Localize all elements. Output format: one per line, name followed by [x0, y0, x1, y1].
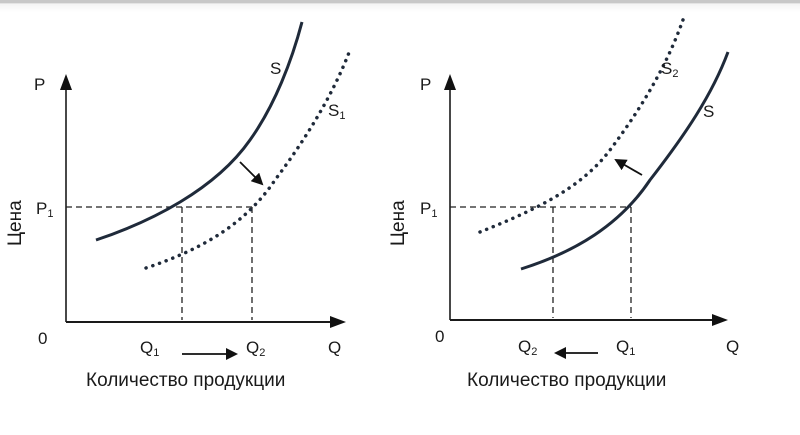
left-q2-label: Q2	[246, 338, 265, 359]
right-q1-label: Q1	[616, 337, 635, 358]
left-y-axis-arrow-icon	[60, 74, 72, 90]
right-p1-label: P1	[420, 199, 437, 220]
left-chart: P P1 Цена 0 Q1 Q2 Q S S1 Количество прод…	[5, 21, 352, 391]
left-q-label: Q	[328, 338, 341, 357]
right-q-label: Q	[726, 337, 739, 356]
right-y-label: Цена	[388, 200, 409, 246]
left-curve-s	[95, 21, 304, 242]
left-y-label: Цена	[5, 200, 26, 246]
right-origin-label: 0	[435, 327, 444, 346]
right-p-label: P	[420, 75, 431, 94]
right-curve-s	[520, 51, 730, 271]
right-q2-label: Q2	[518, 337, 537, 358]
right-s-label: S	[703, 102, 714, 121]
right-curve-s2	[478, 12, 687, 234]
left-s1-label: S1	[328, 101, 345, 122]
top-shade	[0, 4, 800, 12]
left-q1-label: Q1	[140, 338, 159, 359]
left-origin-label: 0	[38, 329, 47, 348]
left-p1-label: P1	[36, 199, 53, 220]
right-x-label: Количество продукции	[467, 370, 666, 391]
right-shift-arrow-icon	[614, 159, 643, 176]
right-chart: P P1 Цена 0 Q2 Q1 Q S S2 Количество прод…	[388, 12, 739, 391]
left-curve-s1	[144, 48, 352, 270]
left-x-label: Количество продукции	[86, 370, 285, 391]
left-s-label: S	[270, 59, 281, 78]
right-y-axis-arrow-icon	[444, 74, 456, 90]
left-p-label: P	[34, 75, 45, 94]
right-s2-label: S2	[661, 59, 678, 80]
top-border	[0, 0, 800, 4]
left-x-axis-arrow-icon	[330, 316, 346, 328]
right-x-axis-arrow-icon	[712, 314, 728, 326]
left-shift-arrow-icon	[239, 161, 264, 186]
